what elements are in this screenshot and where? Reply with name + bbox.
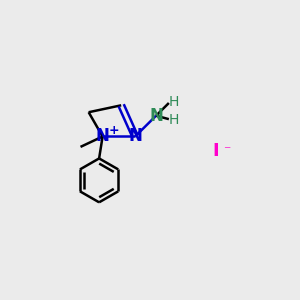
Text: +: + [108, 124, 119, 137]
Text: N: N [128, 128, 142, 146]
Text: N: N [149, 107, 163, 125]
Text: H: H [169, 95, 179, 109]
Text: N: N [96, 128, 110, 146]
Text: ⁻: ⁻ [223, 145, 230, 158]
Text: H: H [169, 113, 179, 127]
Text: I: I [212, 142, 219, 160]
